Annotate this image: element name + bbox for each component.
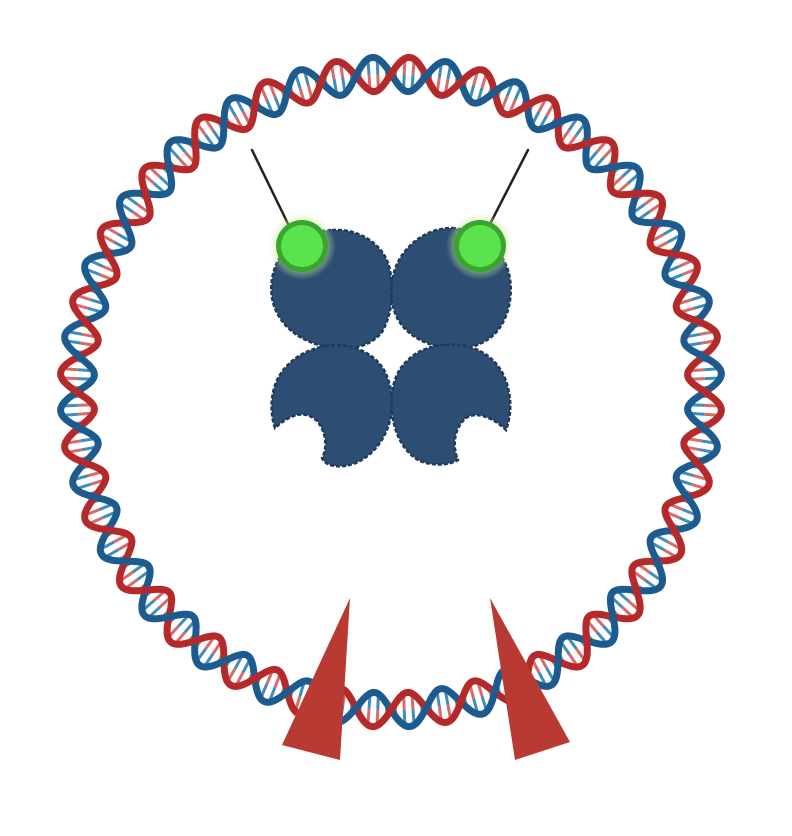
protein-subunit-lower-right xyxy=(390,343,512,466)
cut-marker-left xyxy=(282,598,350,760)
tether-right xyxy=(487,148,530,228)
fluorophore-left xyxy=(268,212,336,280)
dna-strand xyxy=(57,54,725,730)
fluorescent-labels xyxy=(268,212,514,280)
circular-dna-ring xyxy=(57,53,725,731)
fluorophore-right xyxy=(446,212,514,280)
protein-subunit-lower-left xyxy=(270,343,394,468)
cut-marker-right xyxy=(490,598,570,760)
cut-site-markers xyxy=(282,598,570,760)
